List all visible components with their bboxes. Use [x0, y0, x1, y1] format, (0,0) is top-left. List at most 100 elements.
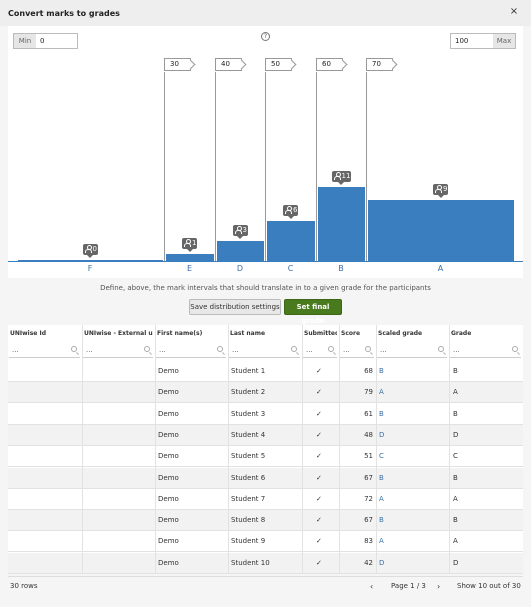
cell-submitted: ✓: [316, 473, 322, 482]
prev-page-icon[interactable]: ‹: [370, 582, 374, 591]
save-distribution-button[interactable]: Save distribution settings: [189, 299, 281, 315]
cut-point-input[interactable]: 50: [265, 58, 292, 71]
cell-scaled-grade: A: [379, 537, 384, 546]
bar-grade-d: [217, 241, 264, 261]
column-header-grade[interactable]: Grade: [451, 330, 472, 337]
cell-grade: A: [453, 388, 458, 397]
min-label: Min: [14, 34, 36, 48]
dialog-title: Convert marks to grades: [8, 9, 120, 18]
cell-first-name: Demo: [158, 558, 179, 567]
cell-score: 51: [364, 452, 373, 461]
cell-first-name: Demo: [158, 367, 179, 375]
cell-scaled-grade: A: [379, 388, 384, 397]
count-value: 3: [242, 226, 247, 234]
table-row[interactable]: Demo Student 9 ✓ 83 A A: [8, 531, 523, 553]
cut-line[interactable]: [215, 72, 216, 261]
search-icon: [217, 346, 223, 352]
cell-scaled-grade: B: [379, 516, 384, 525]
cut-point-input[interactable]: 60: [316, 58, 343, 71]
cut-point-input[interactable]: 40: [215, 58, 242, 71]
column-header-scaled-grade[interactable]: Scaled grade: [378, 330, 423, 337]
column-header-score[interactable]: Score: [341, 330, 361, 337]
person-icon: [435, 185, 442, 193]
table-row[interactable]: Demo Student 7 ✓ 72 A A: [8, 489, 523, 510]
column-header-first-name[interactable]: First name(s): [157, 330, 203, 337]
person-icon: [184, 239, 191, 247]
cut-point-input[interactable]: 30: [164, 58, 191, 71]
cell-submitted: ✓: [316, 516, 322, 525]
cell-last-name: Student 9: [231, 537, 266, 546]
cell-submitted: ✓: [316, 494, 322, 503]
grade-label-d: D: [236, 264, 244, 273]
search-icon: [328, 346, 334, 352]
cell-score: 68: [364, 367, 373, 375]
cell-first-name: Demo: [158, 516, 179, 525]
grade-label-c: C: [287, 264, 294, 273]
cell-first-name: Demo: [158, 409, 179, 418]
column-header-submitted[interactable]: Submitted: [304, 330, 337, 337]
bar-grade-c: [267, 221, 315, 261]
column-divider: [155, 325, 156, 573]
set-final-grade-button[interactable]: Set final grade: [284, 299, 342, 325]
bar-grade-a: [368, 200, 514, 261]
grade-label-e: E: [186, 264, 193, 273]
table-row[interactable]: Demo Student 1 ✓ 68 B B: [8, 361, 523, 382]
next-page-icon[interactable]: ›: [437, 582, 441, 591]
cell-scaled-grade: A: [379, 494, 384, 503]
person-icon: [234, 226, 242, 234]
table-row[interactable]: Demo Student 2 ✓ 79 A A: [8, 382, 523, 404]
cell-last-name: Student 7: [231, 494, 266, 503]
column-header-external-user-id[interactable]: UNIwise - External user id: [84, 330, 153, 337]
close-icon[interactable]: ×: [509, 6, 519, 17]
filter-submitted[interactable]: ...: [303, 344, 337, 358]
column-divider: [449, 325, 450, 573]
column-divider: [302, 325, 303, 573]
count-badge-e: 1: [182, 238, 197, 252]
count-badge-b: 11: [331, 171, 351, 185]
cell-grade: C: [453, 452, 458, 461]
filter-uniwise-id[interactable]: ...: [9, 344, 80, 358]
table-row[interactable]: Demo Student 3 ✓ 61 B B: [8, 404, 523, 425]
cut-line[interactable]: [316, 72, 317, 261]
filter-last-name[interactable]: ...: [229, 344, 300, 358]
filter-grade[interactable]: ...: [450, 344, 521, 358]
table-row[interactable]: Demo Student 10 ✓ 42 D D: [8, 552, 523, 574]
column-header-last-name[interactable]: Last name: [230, 330, 266, 337]
cell-last-name: Student 4: [231, 430, 266, 439]
cell-scaled-grade: B: [379, 473, 384, 482]
cell-score: 67: [364, 516, 373, 525]
cut-line[interactable]: [366, 72, 367, 261]
person-icon: [333, 172, 341, 180]
cell-score: 67: [364, 473, 373, 482]
cut-line[interactable]: [164, 72, 165, 261]
cell-last-name: Student 3: [231, 409, 266, 418]
filter-scaled-grade[interactable]: ...: [377, 344, 447, 358]
table-row[interactable]: Demo Student 5 ✓ 51 C C: [8, 446, 523, 468]
table-row[interactable]: Demo Student 6 ✓ 67 B B: [8, 467, 523, 489]
cut-point-input[interactable]: 70: [366, 58, 393, 71]
cell-last-name: Student 5: [231, 452, 266, 461]
min-input[interactable]: 0: [40, 37, 45, 45]
cell-score: 72: [364, 494, 373, 503]
cell-last-name: Student 1: [231, 367, 266, 375]
filter-external-user-id[interactable]: ...: [83, 344, 153, 358]
max-input[interactable]: 100: [455, 37, 469, 45]
count-value: 9: [443, 185, 448, 193]
cell-grade: B: [453, 367, 458, 375]
cut-line[interactable]: [265, 72, 266, 261]
help-icon[interactable]: ?: [261, 32, 270, 41]
page-size-select[interactable]: Show 10 out of 30: [457, 582, 521, 590]
count-badge-d: 3: [232, 225, 248, 239]
filter-first-name[interactable]: ...: [156, 344, 226, 358]
table-footer: 30 rows ‹ Page 1 / 3 › Show 10 out of 30: [8, 576, 523, 598]
table-row[interactable]: Demo Student 8 ✓ 67 B B: [8, 510, 523, 532]
table-row[interactable]: Demo Student 4 ✓ 48 D D: [8, 424, 523, 446]
cell-submitted: ✓: [316, 388, 322, 397]
chart-baseline: [8, 261, 523, 262]
cell-score: 83: [364, 537, 373, 546]
filter-score[interactable]: ...: [340, 344, 374, 358]
grades-table: UNIwise Id...UNIwise - External user id.…: [8, 325, 523, 574]
person-icon: [84, 245, 92, 253]
column-header-uniwise-id[interactable]: UNIwise Id: [10, 330, 46, 337]
